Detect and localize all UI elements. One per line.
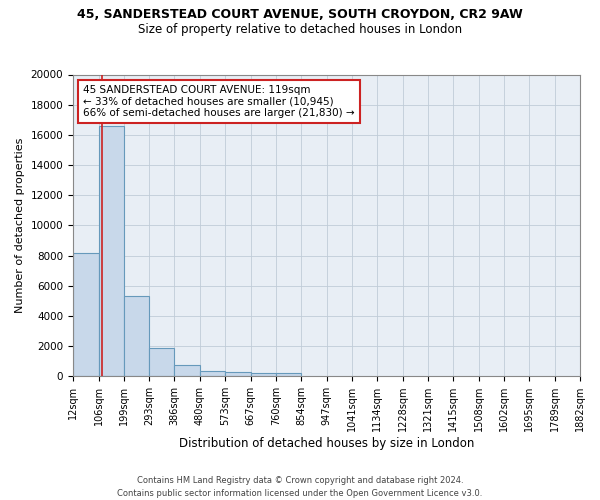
Bar	[73, 252, 98, 376]
Bar	[98, 126, 124, 376]
Text: 45 SANDERSTEAD COURT AVENUE: 119sqm
← 33% of detached houses are smaller (10,945: 45 SANDERSTEAD COURT AVENUE: 119sqm ← 33…	[83, 85, 355, 118]
Bar	[276, 374, 301, 376]
Text: Size of property relative to detached houses in London: Size of property relative to detached ho…	[138, 22, 462, 36]
Bar	[251, 373, 276, 376]
Bar	[124, 296, 149, 376]
X-axis label: Distribution of detached houses by size in London: Distribution of detached houses by size …	[179, 437, 474, 450]
Bar	[200, 371, 225, 376]
Y-axis label: Number of detached properties: Number of detached properties	[15, 138, 25, 313]
Bar	[149, 348, 175, 376]
Bar	[175, 365, 200, 376]
Bar	[225, 372, 251, 376]
Text: Contains HM Land Registry data © Crown copyright and database right 2024.
Contai: Contains HM Land Registry data © Crown c…	[118, 476, 482, 498]
Text: 45, SANDERSTEAD COURT AVENUE, SOUTH CROYDON, CR2 9AW: 45, SANDERSTEAD COURT AVENUE, SOUTH CROY…	[77, 8, 523, 20]
